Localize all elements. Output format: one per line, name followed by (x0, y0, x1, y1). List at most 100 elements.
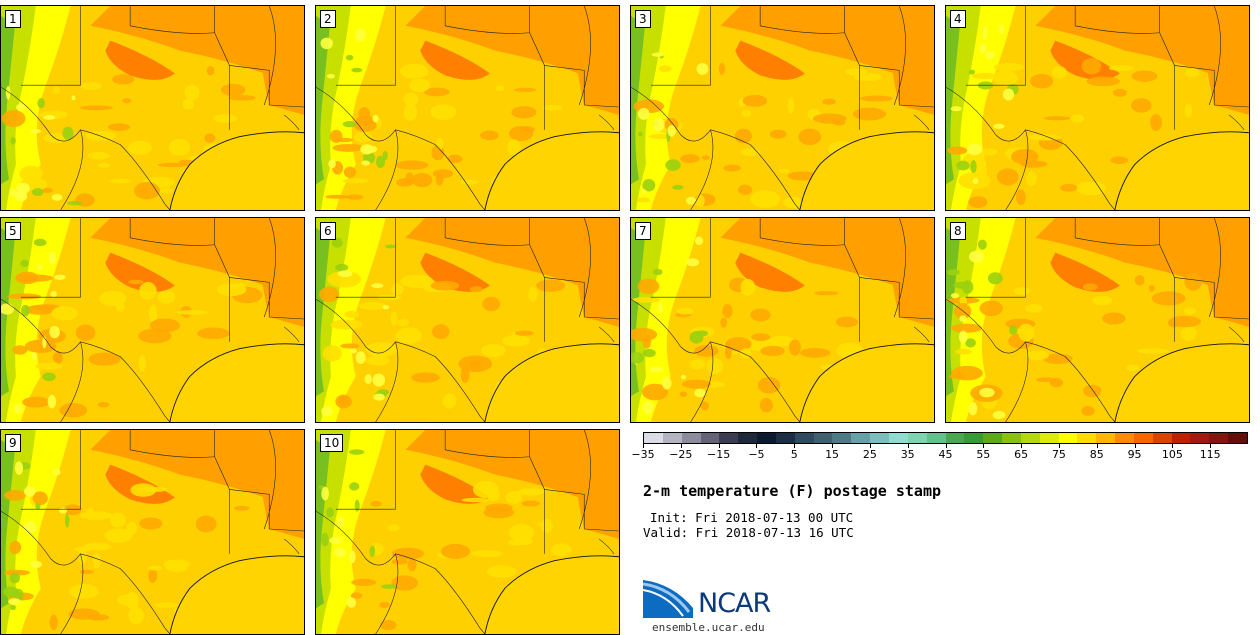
temperature-field-map (1, 218, 304, 422)
colorbar-tick-label: 15 (825, 448, 840, 461)
colorbar-segment (757, 433, 776, 443)
colorbar-tick-label: −5 (748, 448, 765, 461)
member-label: 6 (320, 222, 336, 240)
colorbar-segment (1228, 433, 1247, 443)
valid-time: Valid: Fri 2018-07-13 16 UTC (643, 525, 854, 540)
member-label: 1 (5, 10, 21, 28)
member-panel-1: 1 (0, 5, 305, 211)
colorbar-tick-label: 65 (1014, 448, 1029, 461)
colorbar-tick-label: 5 (790, 448, 798, 461)
colorbar-tick (869, 444, 871, 448)
colorbar-segment (1115, 433, 1134, 443)
member-label: 3 (635, 10, 651, 28)
colorbar-tick-label: 35 (900, 448, 915, 461)
colorbar-segment (1077, 433, 1097, 443)
colorbar-tick-label: 105 (1161, 448, 1183, 461)
colorbar-tick-labels: −35 −25 −15 −5 5 15 25 35 45 55 65 75 85 95 105 115 (631, 448, 1248, 464)
colorbar-segment (681, 433, 701, 443)
member-panel-10: 10 (315, 429, 620, 635)
colorbar-tick (1058, 444, 1060, 448)
member-label: 7 (635, 222, 651, 240)
colorbar-segment (644, 433, 663, 443)
colorbar-segment (1152, 433, 1172, 443)
colorbar-tick-label: 25 (862, 448, 877, 461)
colorbar-segment (1020, 433, 1040, 443)
colorbar-tick (794, 444, 796, 448)
colorbar-tick-label: −35 (631, 448, 655, 461)
colorbar-tick-label: 55 (976, 448, 991, 461)
member-panel-6: 6 (315, 217, 620, 423)
colorbar-segment (870, 433, 889, 443)
colorbar-tick-label: 85 (1089, 448, 1104, 461)
colorbar-segment (1171, 433, 1191, 443)
colorbar-segment (832, 433, 852, 443)
colorbar-tick-label: 95 (1127, 448, 1142, 461)
colorbar-tickmarks (643, 444, 1248, 448)
colorbar-tick-label: −25 (669, 448, 693, 461)
member-label: 10 (320, 434, 344, 452)
colorbar-segment (945, 433, 965, 443)
member-panel-3: 3 (630, 5, 935, 211)
temperature-field-map (946, 218, 1249, 422)
colorbar-tick-label: 75 (1051, 448, 1066, 461)
temperature-field-map (946, 6, 1249, 210)
colorbar-tick (945, 444, 947, 448)
colorbar-segment (907, 433, 927, 443)
member-panel-2: 2 (315, 5, 620, 211)
colorbar-segment (983, 433, 1003, 443)
temperature-colorbar (643, 432, 1248, 444)
ncar-logo-icon (643, 580, 693, 618)
colorbar-segment (1209, 433, 1229, 443)
colorbar-tick-label: 45 (938, 448, 953, 461)
colorbar-segment (1096, 433, 1116, 443)
colorbar-segment (662, 433, 682, 443)
colorbar-tick (983, 444, 985, 448)
temperature-field-map (316, 218, 619, 422)
temperature-field-map (316, 6, 619, 210)
colorbar-tick (1021, 444, 1023, 448)
member-panel-8: 8 (945, 217, 1250, 423)
init-time: Init: Fri 2018-07-13 00 UTC (650, 510, 854, 525)
member-panel-9: 9 (0, 429, 305, 635)
colorbar-segment (851, 433, 871, 443)
colorbar-segment (794, 433, 814, 443)
plot-title: 2-m temperature (F) postage stamp (643, 482, 942, 500)
colorbar-segment (813, 433, 833, 443)
colorbar-segment (775, 433, 795, 443)
colorbar-tick (680, 444, 682, 448)
colorbar-tick (832, 444, 834, 448)
member-panel-4: 4 (945, 5, 1250, 211)
ncar-logo-text: NCAR (698, 588, 771, 619)
colorbar-segment (719, 433, 739, 443)
colorbar-tick (718, 444, 720, 448)
colorbar-segment (888, 433, 908, 443)
colorbar-tick (643, 444, 644, 448)
member-panel-5: 5 (0, 217, 305, 423)
temperature-field-map (1, 6, 304, 210)
colorbar-tick (1172, 444, 1174, 448)
member-label: 5 (5, 222, 21, 240)
colorbar-segment (700, 433, 720, 443)
colorbar-tick (1210, 444, 1212, 448)
member-label: 4 (950, 10, 966, 28)
colorbar-segment (1058, 433, 1078, 443)
member-label: 9 (5, 434, 21, 452)
site-url: ensemble.ucar.edu (652, 621, 765, 634)
colorbar-tick (756, 444, 758, 448)
member-label: 2 (320, 10, 336, 28)
temperature-field-map (631, 6, 934, 210)
colorbar-segment (1039, 433, 1059, 443)
colorbar-tick (1134, 444, 1136, 448)
temperature-field-map (316, 430, 619, 634)
colorbar-segment (964, 433, 984, 443)
colorbar-tick-label: −15 (707, 448, 731, 461)
colorbar-segment (1002, 433, 1021, 443)
colorbar-segment (926, 433, 946, 443)
colorbar-segment (1190, 433, 1210, 443)
colorbar-segment (738, 433, 758, 443)
colorbar-tick (907, 444, 909, 448)
colorbar-tick (1096, 444, 1098, 448)
member-panel-7: 7 (630, 217, 935, 423)
temperature-field-map (631, 218, 934, 422)
colorbar-segment (1133, 433, 1153, 443)
